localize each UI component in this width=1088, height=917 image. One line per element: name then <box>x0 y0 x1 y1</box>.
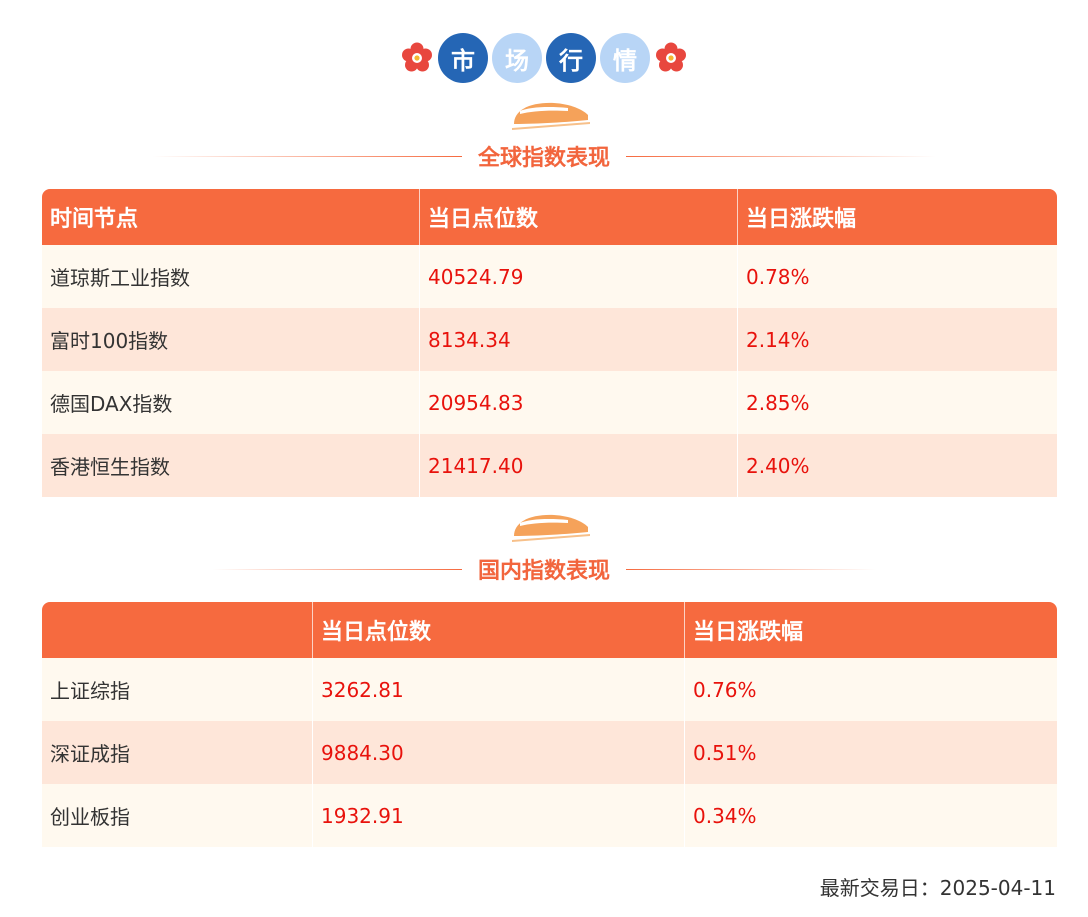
column-header-value: 当日点位数 <box>420 189 738 245</box>
index-value: 8134.34 <box>420 308 738 371</box>
title-divider-right <box>626 155 936 157</box>
table-row: 创业板指 1932.91 0.34% <box>42 784 1057 847</box>
flower-icon <box>402 42 432 72</box>
header-char-3: 行 <box>546 33 596 83</box>
table-row: 深证成指 9884.30 0.51% <box>42 721 1057 784</box>
column-header-value: 当日点位数 <box>313 602 685 658</box>
domestic-section-title-text: 国内指数表现 <box>477 559 610 584</box>
train-icon <box>512 102 590 130</box>
table-row: 上证综指 3262.81 0.76% <box>42 658 1057 721</box>
index-name: 德国DAX指数 <box>42 371 420 434</box>
index-value: 3262.81 <box>313 658 685 721</box>
index-name: 香港恒生指数 <box>42 434 420 497</box>
table-row: 德国DAX指数 20954.83 2.85% <box>42 371 1057 434</box>
index-name: 富时100指数 <box>42 308 420 371</box>
global-index-table: 时间节点 当日点位数 当日涨跌幅 道琼斯工业指数 40524.79 0.78% … <box>42 189 1057 497</box>
title-divider-left <box>151 155 462 157</box>
column-header-time: 时间节点 <box>42 189 420 245</box>
header-char-1: 市 <box>438 33 488 83</box>
index-change: 0.51% <box>685 721 1057 784</box>
table-header-row: 当日点位数 当日涨跌幅 <box>42 602 1057 658</box>
index-value: 40524.79 <box>420 245 738 308</box>
table-row: 香港恒生指数 21417.40 2.40% <box>42 434 1057 497</box>
table-header-row: 时间节点 当日点位数 当日涨跌幅 <box>42 189 1057 245</box>
column-header-change: 当日涨跌幅 <box>738 189 1057 245</box>
title-divider-right <box>626 568 876 570</box>
global-section-title-text: 全球指数表现 <box>477 146 610 171</box>
index-value: 20954.83 <box>420 371 738 434</box>
table-row: 道琼斯工业指数 40524.79 0.78% <box>42 245 1057 308</box>
index-change: 2.14% <box>738 308 1057 371</box>
index-name: 深证成指 <box>42 721 313 784</box>
market-header: 市 场 行 情 <box>0 30 1088 86</box>
index-value: 9884.30 <box>313 721 685 784</box>
header-char-4: 情 <box>600 33 650 83</box>
train-icon <box>512 514 590 542</box>
index-value: 21417.40 <box>420 434 738 497</box>
table-row: 富时100指数 8134.34 2.14% <box>42 308 1057 371</box>
index-value: 1932.91 <box>313 784 685 847</box>
flower-icon <box>656 42 686 72</box>
domestic-index-table: 当日点位数 当日涨跌幅 上证综指 3262.81 0.76% 深证成指 9884… <box>42 602 1057 847</box>
index-change: 0.78% <box>738 245 1057 308</box>
column-header-name <box>42 602 313 658</box>
index-name: 上证综指 <box>42 658 313 721</box>
index-name: 创业板指 <box>42 784 313 847</box>
index-change: 0.34% <box>685 784 1057 847</box>
index-name: 道琼斯工业指数 <box>42 245 420 308</box>
index-change: 2.85% <box>738 371 1057 434</box>
header-char-2: 场 <box>492 33 542 83</box>
domestic-section-title: 国内指数表现 <box>0 554 1088 584</box>
index-change: 2.40% <box>738 434 1057 497</box>
index-change: 0.76% <box>685 658 1057 721</box>
last-trade-date: 最新交易日：2025-04-11 <box>819 876 1056 900</box>
global-section-title: 全球指数表现 <box>0 141 1088 171</box>
column-header-change: 当日涨跌幅 <box>685 602 1057 658</box>
title-divider-left <box>211 568 462 570</box>
